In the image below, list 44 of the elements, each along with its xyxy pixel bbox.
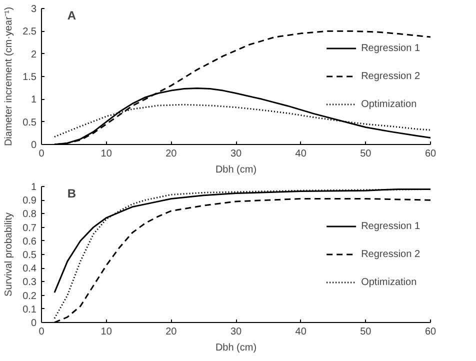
annotation: B bbox=[67, 186, 76, 200]
x-tick-label: 10 bbox=[100, 326, 112, 338]
y-tick-label: 0.5 bbox=[22, 117, 37, 128]
x-tick-label: 50 bbox=[360, 326, 372, 338]
x-tick-label: 60 bbox=[424, 326, 436, 338]
x-tick-label: 60 bbox=[424, 148, 436, 160]
y-tick-label: 2 bbox=[30, 49, 37, 60]
y-tick-label: 2.5 bbox=[22, 26, 37, 38]
y-tick-label: 0.3 bbox=[22, 277, 37, 288]
x-tick-label: 20 bbox=[166, 148, 178, 160]
x-axis-title: Dbh (cm) bbox=[215, 342, 257, 354]
x-tick-label: 0 bbox=[38, 326, 45, 338]
y-tick-label: 0.6 bbox=[22, 236, 37, 248]
x-tick-label: 20 bbox=[166, 326, 178, 338]
x-tick-label: 40 bbox=[295, 148, 307, 160]
legend-label: Regression 1 bbox=[361, 220, 420, 232]
legend-label: Regression 1 bbox=[361, 42, 420, 54]
y-tick-label: 0.4 bbox=[22, 264, 37, 275]
y-tick-label: 1 bbox=[30, 182, 37, 193]
y-tick-label: 0.2 bbox=[22, 290, 37, 302]
y-tick-label: 1 bbox=[30, 94, 37, 106]
x-axis-title: Dbh (cm) bbox=[215, 164, 257, 176]
x-tick-label: 10 bbox=[100, 148, 112, 160]
legend-label: Regression 2 bbox=[361, 248, 420, 260]
legend-label: Regression 2 bbox=[361, 70, 420, 82]
x-tick-label: 30 bbox=[230, 148, 242, 160]
legend-label: Optimization bbox=[361, 98, 417, 110]
y-axis-title: Diameter increment (cm·year⁻¹) bbox=[4, 6, 15, 146]
x-tick-label: 30 bbox=[230, 326, 242, 338]
x-tick-label: 40 bbox=[295, 326, 307, 338]
y-tick-label: 1.5 bbox=[22, 72, 37, 83]
x-tick-label: 50 bbox=[360, 148, 372, 160]
x-tick-label: 0 bbox=[38, 148, 45, 160]
y-tick-label: 0.9 bbox=[22, 196, 37, 207]
annotation: A bbox=[67, 8, 76, 22]
y-tick-label: 0.7 bbox=[22, 222, 37, 234]
y-axis-title: Survival probability bbox=[4, 212, 15, 296]
y-tick-label: 0.1 bbox=[22, 304, 37, 316]
y-tick-label: 0.5 bbox=[22, 250, 37, 261]
y-tick-label: 0.8 bbox=[22, 209, 37, 220]
y-tick-label: 0 bbox=[30, 140, 37, 151]
y-tick-label: 3 bbox=[30, 4, 37, 15]
legend-label: Optimization bbox=[361, 276, 417, 288]
y-tick-label: 0 bbox=[30, 318, 37, 329]
